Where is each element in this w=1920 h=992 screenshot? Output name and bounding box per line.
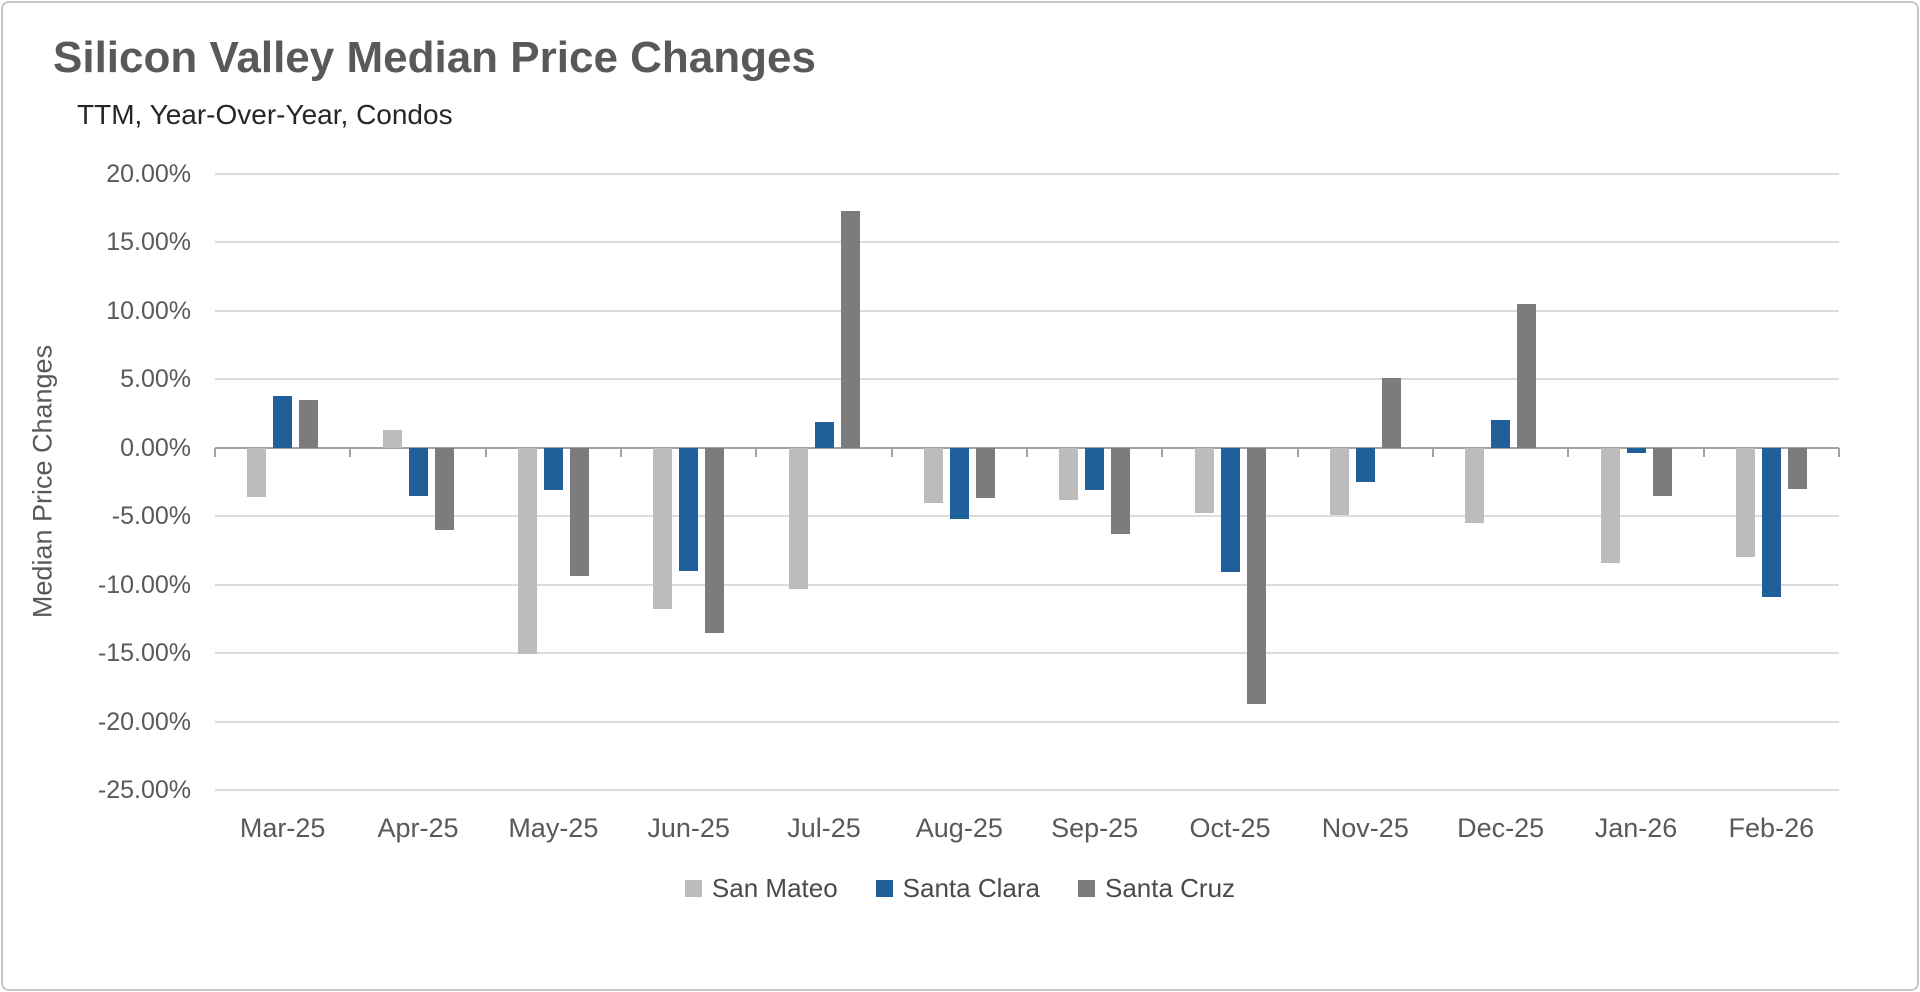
- bar-santa-cruz-jun-25: [705, 447, 725, 633]
- bar-santa-clara-mar-25: [273, 395, 293, 448]
- gridline: [215, 378, 1839, 381]
- bar-santa-clara-may-25: [543, 447, 563, 491]
- bar-san-mateo-oct-25: [1194, 447, 1214, 514]
- gridline: [215, 309, 1839, 312]
- bar-santa-cruz-feb-26: [1787, 447, 1807, 489]
- x-tick-label: Sep-25: [1051, 813, 1139, 843]
- legend-label-santa-cruz: Santa Cruz: [1104, 872, 1236, 903]
- bar-santa-cruz-may-25: [569, 447, 589, 577]
- bar-santa-clara-feb-26: [1761, 447, 1781, 597]
- bar-santa-clara-nov-25: [1355, 447, 1375, 482]
- gridline: [215, 789, 1839, 791]
- legend-item-santa-clara: Santa Clara: [875, 872, 1040, 904]
- bar-santa-clara-apr-25: [408, 447, 428, 496]
- gridline: [215, 720, 1839, 723]
- y-tick-label: -25.00%: [97, 776, 191, 804]
- gridline: [215, 515, 1839, 518]
- x-tick-label: Oct-25: [1189, 813, 1271, 843]
- x-tick-label: Jun-25: [647, 813, 730, 843]
- legend-label-santa-clara: Santa Clara: [902, 872, 1040, 903]
- x-axis-tick: [484, 447, 487, 457]
- bar-san-mateo-dec-25: [1465, 447, 1485, 524]
- bar-san-mateo-jul-25: [788, 447, 808, 589]
- bar-santa-cruz-oct-25: [1246, 447, 1266, 704]
- x-axis-tick: [1161, 447, 1164, 457]
- x-tick-label: Nov-25: [1321, 813, 1409, 843]
- x-tick-label: Apr-25: [377, 813, 459, 843]
- gridline: [215, 173, 1839, 175]
- bar-santa-cruz-jan-26: [1652, 447, 1672, 496]
- legend-item-santa-cruz: Santa Cruz: [1077, 872, 1236, 904]
- bar-santa-clara-aug-25: [949, 447, 969, 519]
- legend-item-san-mateo: San Mateo: [684, 872, 838, 904]
- y-tick-label: -5.00%: [111, 502, 191, 531]
- bar-san-mateo-nov-25: [1329, 447, 1349, 515]
- bar-santa-clara-jul-25: [814, 421, 834, 448]
- legend-label-san-mateo: San Mateo: [711, 872, 838, 903]
- bar-santa-clara-dec-25: [1491, 420, 1511, 448]
- bar-san-mateo-aug-25: [923, 447, 943, 503]
- x-tick-label: May-25: [508, 813, 599, 843]
- y-tick-label: -20.00%: [97, 707, 191, 736]
- y-tick-label: -15.00%: [97, 639, 191, 668]
- bar-santa-cruz-mar-25: [299, 399, 319, 448]
- bar-san-mateo-apr-25: [382, 429, 402, 448]
- y-tick-label: 5.00%: [120, 365, 191, 394]
- legend: San Mateo Santa Clara Santa Cruz: [3, 871, 1917, 905]
- bar-santa-cruz-nov-25: [1381, 377, 1401, 448]
- x-tick-label: Jan-26: [1594, 813, 1678, 843]
- bar-santa-clara-oct-25: [1220, 447, 1240, 573]
- x-axis-tick: [620, 447, 622, 457]
- x-axis-tick: [755, 447, 758, 457]
- x-axis-tick: [890, 447, 893, 457]
- legend-swatch-santa-clara: [875, 879, 893, 897]
- y-tick-label: -10.00%: [97, 570, 191, 599]
- chart-title: Silicon Valley Median Price Changes: [53, 33, 816, 82]
- x-axis-tick: [1296, 447, 1299, 457]
- gridline: [215, 241, 1839, 244]
- x-axis-tick: [1567, 447, 1570, 457]
- x-tick-label: Dec-25: [1457, 813, 1545, 843]
- legend-swatch-santa-cruz: [1077, 879, 1095, 897]
- bar-santa-cruz-sep-25: [1111, 447, 1131, 534]
- x-tick-label: Jul-25: [787, 813, 861, 843]
- chart-subtitle: TTM, Year-Over-Year, Condos: [77, 99, 453, 130]
- bar-santa-clara-sep-25: [1085, 447, 1105, 491]
- x-axis-tick: [1838, 447, 1840, 457]
- x-tick-label: Aug-25: [915, 813, 1003, 843]
- bar-san-mateo-feb-26: [1735, 447, 1755, 558]
- y-tick-label: 20.00%: [106, 160, 191, 188]
- x-axis-tick: [1432, 447, 1434, 457]
- x-axis-tick: [349, 447, 352, 457]
- bar-san-mateo-jan-26: [1600, 447, 1620, 563]
- bar-santa-cruz-jul-25: [840, 210, 860, 448]
- x-axis-tick: [1702, 447, 1705, 457]
- bar-santa-cruz-aug-25: [975, 447, 995, 499]
- bar-santa-clara-jun-25: [679, 447, 699, 571]
- y-tick-label: 0.00%: [120, 433, 191, 462]
- gridline: [215, 652, 1839, 655]
- bar-santa-cruz-dec-25: [1517, 304, 1537, 448]
- y-tick-label: 10.00%: [106, 296, 191, 325]
- bar-san-mateo-sep-25: [1059, 447, 1079, 500]
- x-tick-label: Feb-26: [1728, 813, 1815, 843]
- bar-san-mateo-may-25: [517, 447, 537, 655]
- gridline: [215, 583, 1839, 586]
- bar-san-mateo-jun-25: [653, 447, 673, 610]
- x-tick-label: Mar-25: [239, 813, 326, 843]
- bar-santa-cruz-apr-25: [434, 447, 454, 530]
- bar-santa-clara-jan-26: [1626, 447, 1646, 454]
- x-axis-tick: [214, 447, 216, 457]
- legend-swatch-san-mateo: [684, 879, 702, 897]
- x-axis-tick: [1026, 447, 1028, 457]
- y-tick-label: 15.00%: [106, 228, 191, 257]
- bar-san-mateo-mar-25: [247, 447, 267, 498]
